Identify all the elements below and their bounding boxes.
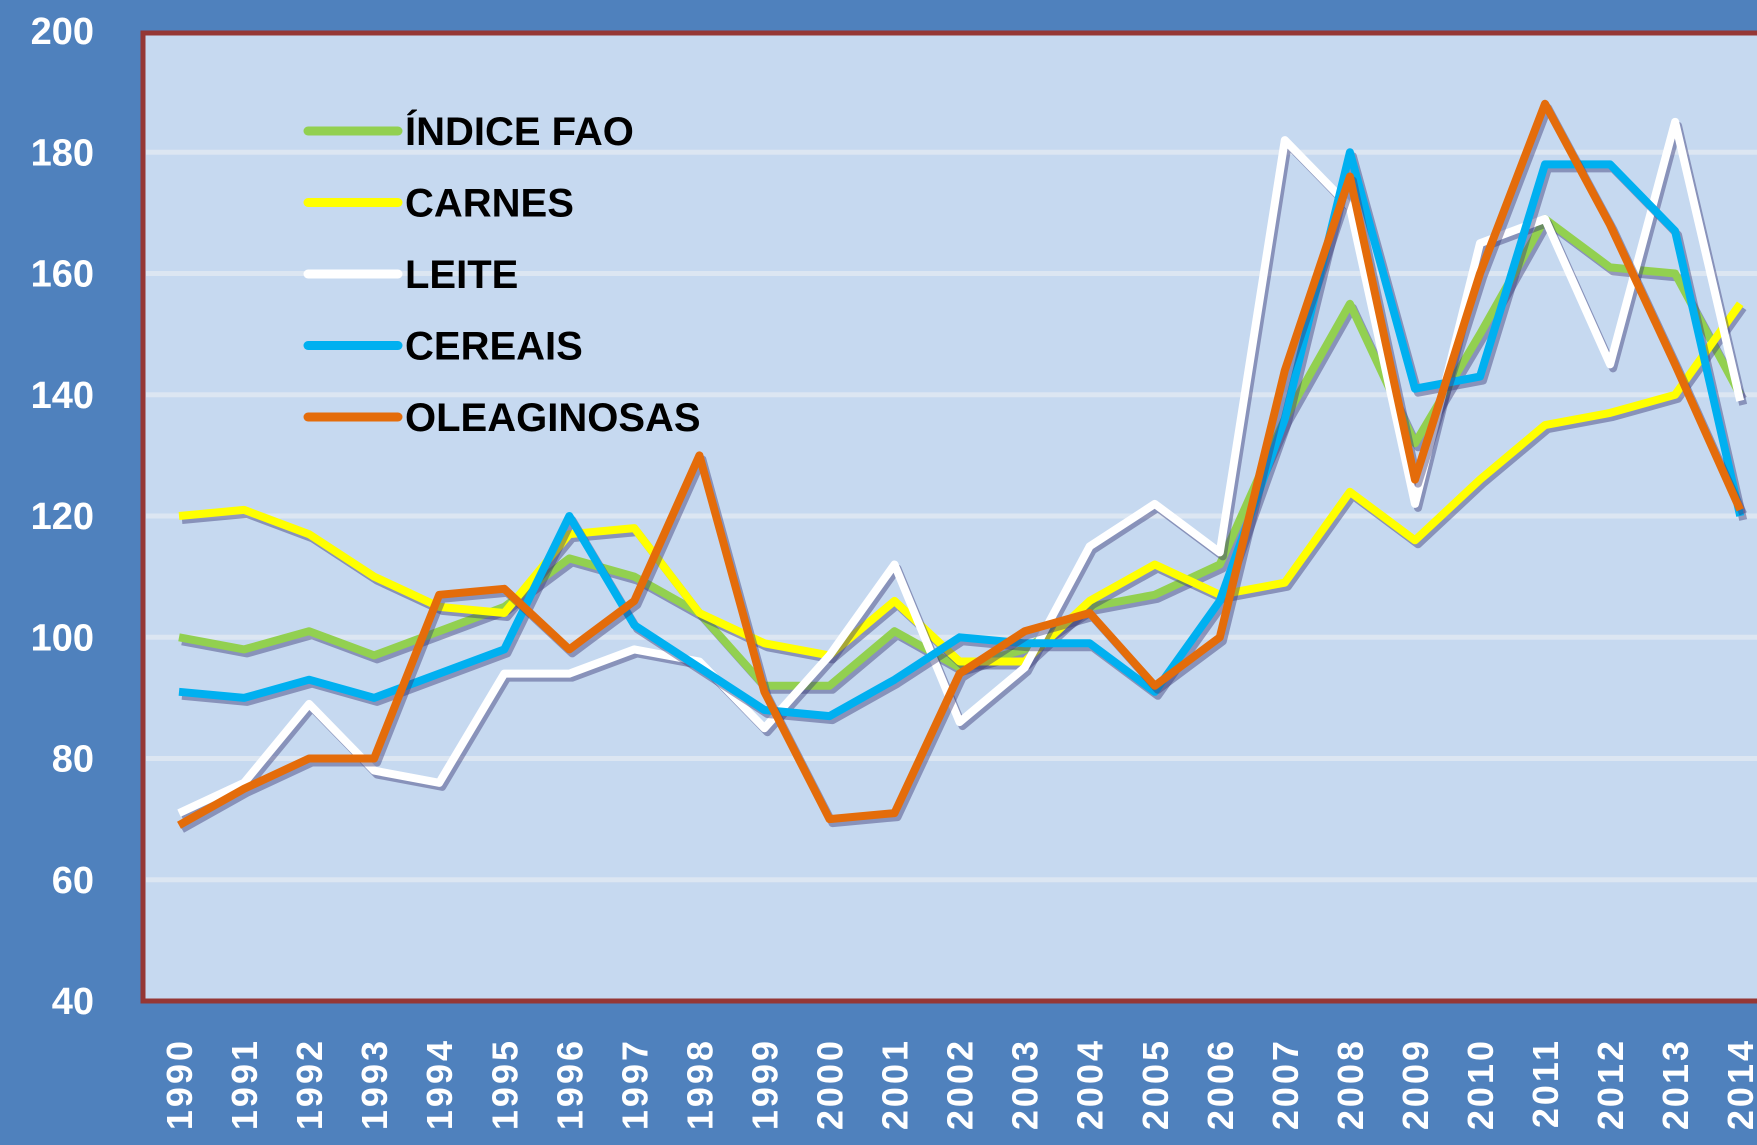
x-tick-label: 2004 [1070,1038,1111,1130]
y-tick-label: 200 [31,11,94,53]
x-tick-label: 1997 [614,1038,655,1130]
legend-label: CEREAIS [405,325,583,369]
legend-label: OLEAGINOSAS [405,396,701,440]
y-tick-label: 160 [31,254,94,296]
x-tick-label: 2012 [1590,1038,1631,1130]
x-tick-label: 1992 [289,1038,330,1130]
x-tick-label: 2010 [1460,1038,1501,1130]
series-line-shadow [180,103,1747,833]
legend-label: ÍNDICE FAO [405,109,634,154]
x-tick-label: 2003 [1005,1038,1046,1130]
x-tick-label: 1993 [354,1038,395,1130]
y-tick-label: 140 [31,375,94,417]
x-tick-label: 1991 [224,1038,265,1130]
x-tick-label: 2011 [1525,1038,1566,1128]
x-tick-label: 2014 [1720,1038,1757,1130]
series-line [177,99,1744,829]
legend-label: LEITE [405,253,518,297]
x-tick-label: 1996 [549,1038,590,1130]
x-tick-label: 2007 [1265,1038,1306,1130]
x-tick-label: 2008 [1330,1038,1371,1130]
series-line [178,214,1744,690]
x-tick-label: 2002 [940,1038,981,1130]
x-tick-label: 2006 [1200,1038,1241,1130]
series-line [178,148,1745,721]
y-tick-label: 60 [52,860,94,902]
x-tick-label: 1990 [159,1038,200,1130]
legend-label: CARNES [405,182,574,226]
y-tick-label: 80 [52,739,94,781]
y-tick-label: 100 [31,617,94,659]
x-tick-label: 2001 [875,1038,916,1130]
y-tick-label: 180 [31,132,94,174]
x-tick-label: 1999 [744,1038,785,1130]
x-tick-label: 2000 [810,1038,851,1130]
y-tick-label: 40 [52,981,94,1023]
x-tick-label: 1994 [419,1038,460,1130]
x-tick-label: 1998 [679,1038,720,1130]
y-tick-label: 120 [31,496,94,538]
series-line [177,117,1745,817]
x-tick-label: 1995 [484,1038,525,1130]
x-tick-label: 2013 [1655,1038,1696,1130]
x-tick-label: 2005 [1135,1038,1176,1130]
x-tick-label: 2009 [1395,1038,1436,1130]
series-line [178,301,1744,666]
